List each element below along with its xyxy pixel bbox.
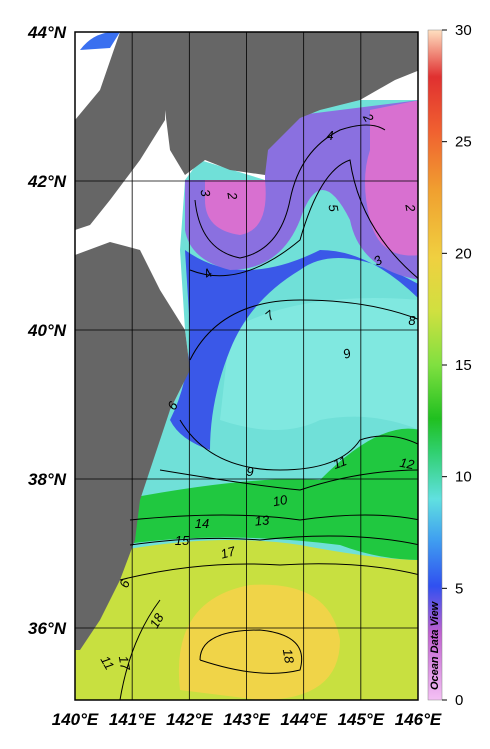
land <box>165 32 418 175</box>
contour-line <box>194 124 386 259</box>
contour-label: 2 <box>224 190 240 201</box>
credit: Ocean Data View <box>429 600 441 690</box>
cold-core-east <box>365 100 418 256</box>
lon-label: 140°E <box>52 710 99 729</box>
lon-label: 141°E <box>109 710 156 729</box>
contour-line <box>199 629 302 674</box>
lat-label: 42°N <box>27 172 67 191</box>
colorbar-label: 5 <box>455 580 463 597</box>
contour-line <box>159 469 418 491</box>
contour-label: 17 <box>116 654 133 672</box>
lat-label: 36°N <box>28 619 67 638</box>
lat-label: 38°N <box>28 470 67 489</box>
lat-label: 40°N <box>27 321 67 340</box>
contour-line <box>179 419 418 471</box>
contour-line <box>129 535 418 546</box>
contour-line <box>119 563 418 581</box>
contour-label: 13 <box>254 512 270 528</box>
lon-label: 142°E <box>166 710 213 729</box>
contour-label: 9 <box>341 345 353 362</box>
colorbar-label: 0 <box>455 692 463 709</box>
contour-line <box>119 599 161 700</box>
contour-label: 3 <box>197 188 213 198</box>
colorbar-label: 20 <box>455 245 472 262</box>
contour-label: 10 <box>271 492 289 509</box>
lon-label: 143°E <box>223 710 270 729</box>
contour-label: 4 <box>326 128 333 143</box>
lon-label: 145°E <box>338 710 385 729</box>
colorbar-label: 15 <box>455 357 472 374</box>
lon-label: 144°E <box>280 710 327 729</box>
blue-patch <box>80 32 120 50</box>
colorbar-label: 10 <box>455 469 472 486</box>
contour-label: 5 <box>325 203 341 213</box>
green-band <box>120 428 418 560</box>
contour-label: 11 <box>331 453 349 472</box>
map-area <box>75 32 418 700</box>
lat-label: 44°N <box>27 23 67 42</box>
contour-label: 11 <box>98 653 118 672</box>
lon-label: 146°E <box>395 710 442 729</box>
contour-line <box>129 514 418 521</box>
contour-label: 9 <box>246 464 253 479</box>
contour-label: 15 <box>175 533 190 548</box>
contour-label: 14 <box>195 516 209 531</box>
land <box>75 32 165 230</box>
colorbar-label: 30 <box>455 22 472 39</box>
contour-line <box>189 159 418 279</box>
contour-label: 18 <box>280 647 297 665</box>
cyan-zone <box>220 298 418 430</box>
cold-core-west <box>205 180 266 235</box>
contour-label: 2 <box>402 202 418 213</box>
colorbar <box>427 29 443 701</box>
blue-tongue <box>170 250 418 450</box>
contour-label: 12 <box>399 455 417 472</box>
contour-label: 8 <box>408 313 416 328</box>
contour-line <box>189 299 418 361</box>
contour-label: 17 <box>219 543 238 561</box>
colorbar-label: 25 <box>455 134 472 151</box>
purple-zone <box>185 100 418 280</box>
warm-core <box>178 584 340 700</box>
